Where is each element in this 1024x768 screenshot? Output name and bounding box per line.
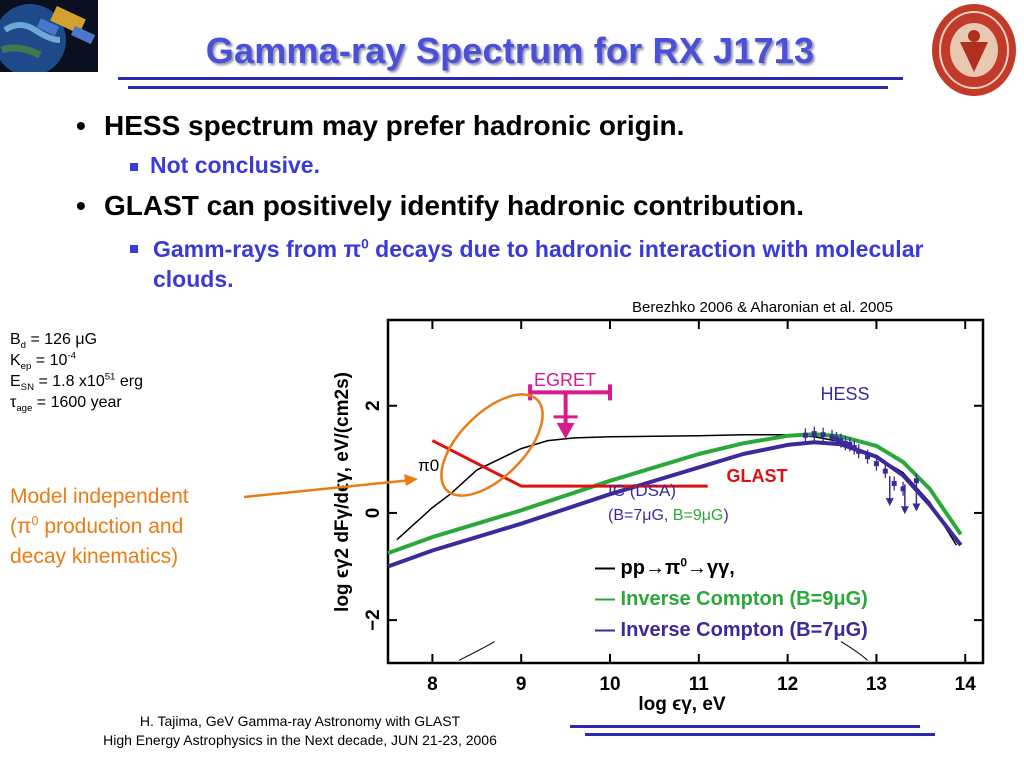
- y-tick-label: −2: [363, 609, 384, 631]
- citation: Berezhko 2006 & Aharonian et al. 2005: [632, 299, 894, 316]
- page-title: Gamma-ray Spectrum for RX J1713: [205, 30, 815, 71]
- params-block: Bd = 126 μG Kep = 10-4 ESN = 1.8 x1051 e…: [10, 329, 143, 413]
- param-esn: ESN = 1.8 x1051 erg: [10, 371, 143, 394]
- series-line-3: [431, 439, 708, 488]
- egret-label: EGRET: [534, 370, 596, 390]
- x-tick-label: 9: [516, 674, 527, 695]
- glast-label: GLAST: [727, 466, 788, 486]
- y-tick-label: 0: [363, 508, 384, 519]
- ic-dsa-label: IC (DSA): [608, 481, 676, 500]
- title-underline: [118, 77, 903, 80]
- x-tick-label: 8: [427, 674, 438, 695]
- x-tick-label: 10: [599, 674, 620, 695]
- footer: H. Tajima, GeV Gamma-ray Astronomy with …: [103, 713, 497, 748]
- y-axis-label: log ϵγ2 dFγ/dϵγ, eV/(cm2s): [332, 372, 353, 612]
- footer-underline: [570, 725, 920, 728]
- chart-legend: — pp→π0→γγ, — Inverse Compton (B=9μG) — …: [595, 553, 868, 646]
- sub-bullet-not-conclusive: Not conclusive.: [130, 152, 320, 179]
- hess-upper-limit-arrow: [912, 503, 921, 512]
- series-line-2: [387, 440, 963, 569]
- b-values-label: (B=7μG, B=9μG): [608, 507, 729, 524]
- sub-bullet-gamma-rays: Gamm-rays from π0 decays due to hadronic…: [130, 234, 1000, 294]
- spectrum-chart: 8 9 10 11 12 13 14 2 0 −2 log ϵγ2 dFγ/dϵγ, eV/(cm…: [332, 318, 985, 715]
- footer-underline-2: [585, 733, 935, 736]
- x-axis-label: log ϵγ, eV: [638, 694, 726, 715]
- hess-upper-limit-arrow: [900, 506, 909, 515]
- legend-ic7: — Inverse Compton (B=7μG): [595, 619, 868, 641]
- y-tick-label: 2: [363, 400, 384, 411]
- satellite-logo: [0, 0, 98, 72]
- x-tick-label: 11: [689, 674, 710, 695]
- bullet-glast: • GLAST can positively identify hadronic …: [76, 190, 805, 221]
- param-bd: Bd = 126 μG: [10, 331, 98, 352]
- hess-label: HESS: [820, 384, 869, 404]
- x-tick-label: 14: [955, 674, 977, 695]
- model-independent-ellipse: [440, 393, 544, 497]
- minor-curve: [840, 641, 868, 661]
- pointer-arrow: [243, 474, 418, 499]
- minor-curve: [458, 641, 495, 661]
- model-note: Model independent (π0 production and dec…: [10, 485, 189, 568]
- param-tage: τage = 1600 year: [10, 394, 122, 415]
- hess-upper-limit-arrow: [885, 498, 894, 507]
- pi0-label: π0: [418, 456, 439, 475]
- x-tick-label: 13: [866, 674, 887, 695]
- seal-logo: [932, 4, 1016, 96]
- bullet-hess: • HESS spectrum may prefer hadronic origi…: [76, 110, 685, 141]
- series-line-1: [387, 432, 963, 555]
- legend-pp: — pp→π0→γγ,: [595, 555, 735, 579]
- plot-frame: [386, 318, 985, 665]
- title-underline-2: [128, 86, 888, 89]
- legend-ic9: — Inverse Compton (B=9μG): [595, 588, 868, 610]
- egret-arrow: [556, 422, 575, 439]
- param-kep: Kep = 10-4: [10, 350, 76, 373]
- x-tick-label: 12: [777, 674, 798, 695]
